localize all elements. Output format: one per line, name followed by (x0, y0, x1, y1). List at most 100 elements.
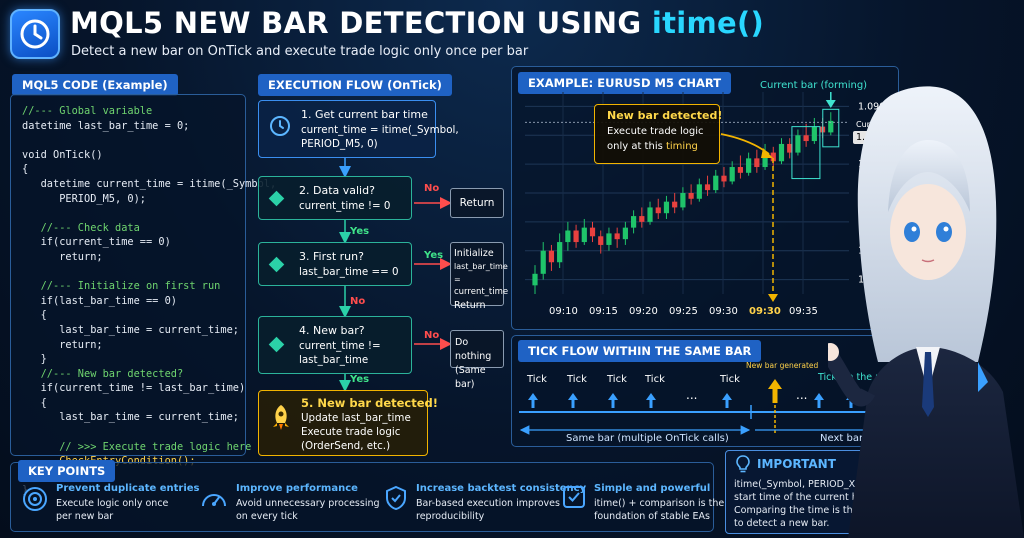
new-bar-callout: New bar detected! Execute trade logic on… (594, 104, 723, 164)
time-tick-label: 09:15 (589, 306, 618, 317)
code-panel-tag: MQL5 CODE (Example) (12, 74, 178, 96)
diamond-icon (268, 336, 285, 353)
code-line: //--- Initialize on first run (22, 280, 221, 293)
candle-body (696, 184, 702, 199)
flow-step-code: current_time != last_bar_time (299, 339, 381, 367)
flow-step-3: 3. First run? last_bar_time == 0 (258, 242, 412, 286)
candle-body (672, 201, 678, 208)
time-tick-label: 09:10 (549, 306, 578, 317)
key-point-text: Avoid unnecessary processing on every tic… (236, 497, 380, 523)
time-tick-label: 09:25 (669, 306, 698, 317)
initialize-line: current_time (454, 287, 509, 297)
important-line: Comparing the time is the most reliable … (734, 505, 946, 516)
tick-panel-tag: TICK FLOW WITHIN THE SAME BAR (518, 340, 762, 362)
initialize-box: Initialize last_bar_time = current_time … (450, 242, 509, 311)
candle-body (647, 207, 653, 222)
key-point-title: Simple and powerful (594, 483, 711, 494)
recent-bars-box (791, 126, 821, 180)
flow-step-line: (OrderSend, etc.) (301, 440, 391, 452)
candle-body (811, 126, 817, 142)
flow-step-title: 4. New bar? (299, 324, 365, 337)
code-line: datetime current_time = itime(_Symbol, (22, 177, 277, 190)
candle-body (606, 233, 612, 245)
return-box: Return (450, 188, 504, 218)
clock-logo-icon (10, 9, 60, 59)
same-bar-label: Same bar (multiple OnTick calls) (566, 433, 729, 444)
candle-body (532, 273, 538, 286)
flow-step-line: PERIOD_M5, 0) (301, 138, 378, 150)
callout-line: Execute trade logic (607, 126, 704, 137)
lightbulb-icon (735, 455, 751, 477)
flow-step-line: current_time = itime(_Symbol, (301, 124, 459, 136)
flow-step-line: Update last_bar_time (301, 412, 411, 424)
flow-step-code: current_time = itime(_Symbol, PERIOD_M5, … (301, 123, 459, 151)
page-title: MQL5 NEW BAR DETECTION USING itime() (70, 6, 764, 40)
yes-label: Yes (350, 374, 370, 385)
code-line: datetime last_bar_time = 0; (22, 119, 190, 132)
tick-label: Tick (607, 374, 627, 385)
flow-connectors (339, 158, 452, 392)
candle-body (787, 143, 793, 153)
shield-check-icon (384, 485, 408, 515)
candle-body (639, 216, 645, 222)
candle-body (598, 236, 604, 245)
chart-panel-tag: EXAMPLE: EURUSD M5 CHART (518, 72, 732, 94)
flow-step-lines: Update last_bar_time Execute trade logic (… (301, 411, 411, 453)
checkbox-icon (562, 485, 586, 513)
candle-body (713, 175, 719, 191)
flow-step-title: 5. New bar detected! (301, 396, 439, 410)
candle-body (655, 207, 661, 214)
flow-step-title: 2. Data valid? (299, 184, 375, 197)
code-line: //--- Global variable (22, 105, 153, 117)
new-bar-generated-label: New bar generated (746, 361, 819, 370)
do-nothing-line: Do nothing (455, 337, 492, 362)
code-line: // >>> Execute trade logic here (22, 440, 252, 453)
tick-label: Tick (645, 374, 665, 385)
key-point-text: Bar-based execution improves reproducibil… (416, 497, 560, 523)
candle-body (622, 227, 628, 240)
tick-flow-diagram (519, 379, 893, 435)
flow-step-line: last_bar_time (299, 354, 369, 366)
candle-body (828, 120, 834, 133)
candle-body (565, 230, 571, 243)
flow-step-2: 2. Data valid? current_time != 0 (258, 176, 412, 220)
candle-body (589, 227, 596, 237)
key-point-title: Prevent duplicate entries (56, 483, 200, 494)
speedometer-icon (200, 486, 228, 516)
key-point-title: Improve performance (236, 483, 358, 494)
current-bar-label: Current bar (forming) (760, 80, 868, 91)
candle-body (548, 250, 555, 263)
time-tick-label: 09:35 (789, 306, 818, 317)
no-label: No (424, 330, 440, 341)
code-line: if(current_time != last_bar_time) (22, 382, 246, 395)
callout-highlight: timing (665, 141, 698, 152)
diamond-icon (268, 190, 285, 207)
code-line: } (22, 353, 47, 366)
initialize-line: last_bar_time = (454, 262, 508, 284)
do-nothing-line: (Same bar) (455, 365, 486, 390)
candle-body (704, 184, 711, 191)
initialize-line: Return (454, 300, 486, 311)
candle-body (614, 233, 620, 240)
diamond-icon (268, 256, 285, 273)
time-tick-label: 09:20 (629, 306, 658, 317)
code-panel (10, 94, 246, 456)
clock-icon (269, 115, 291, 141)
next-bar-label: Next bar (820, 433, 864, 444)
callout-title: New bar detected! (607, 109, 723, 122)
code-line: if(current_time == 0) (22, 236, 171, 249)
key-point-line: per new bar (56, 511, 114, 522)
key-point-line: itime() + comparison is the (594, 498, 725, 509)
code-line: //--- Check data (22, 221, 140, 234)
code-line: { (22, 309, 47, 322)
code-line: return; (22, 338, 103, 351)
key-point-line: Bar-based execution improves (416, 498, 560, 509)
no-label: No (424, 183, 440, 194)
tick-ellipsis: ... (686, 388, 698, 402)
code-line: { (22, 163, 29, 176)
candle-body (573, 230, 579, 243)
candle-body (663, 201, 670, 214)
tick-label: Tick (720, 374, 740, 385)
flow-step-line: current_time != (299, 340, 381, 352)
candle-body (803, 135, 809, 142)
